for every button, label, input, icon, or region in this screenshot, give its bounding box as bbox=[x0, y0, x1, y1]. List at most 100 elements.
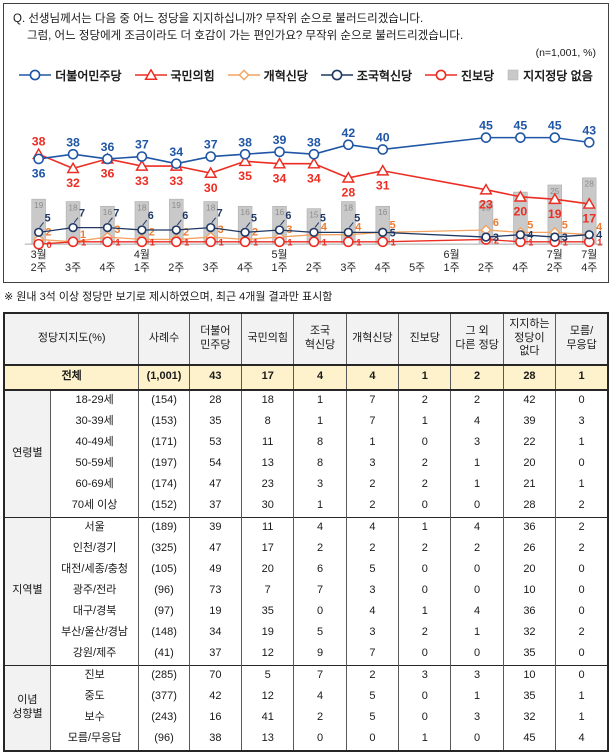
column-header: 지지하는 정당이 없다 bbox=[502, 312, 557, 366]
value-cell: 3 bbox=[450, 664, 504, 687]
value-cell: 4 bbox=[293, 364, 347, 391]
value-cell: 1 bbox=[555, 474, 609, 496]
value-cell: 0 bbox=[555, 453, 609, 475]
value-cell: 2 bbox=[450, 389, 504, 412]
legend-item-5: 지지정당 없음 bbox=[507, 67, 593, 84]
value-cell: 4 bbox=[293, 516, 347, 539]
x-tick-month: 3월 bbox=[31, 247, 47, 260]
value-cell: 1 bbox=[450, 686, 504, 708]
value-cell: 23 bbox=[241, 474, 295, 496]
value-cell: 35 bbox=[502, 643, 557, 665]
sample-size: (96) bbox=[138, 580, 190, 602]
minju-value-label: 37 bbox=[204, 137, 218, 151]
value-cell: 21 bbox=[502, 474, 557, 496]
value-cell: 0 bbox=[398, 686, 452, 708]
table-row: 광주/전라 (96) 73 7 7 3 0 0 10 0 bbox=[4, 580, 609, 602]
jinbo-value-label: 1 bbox=[219, 237, 224, 247]
value-cell: 5 bbox=[345, 559, 400, 581]
value-cell: 53 bbox=[188, 432, 243, 454]
jogug-value-label: 6 bbox=[285, 210, 291, 222]
value-cell: 7 bbox=[345, 389, 400, 412]
diamond-marker-icon bbox=[227, 69, 260, 81]
gaehyeok-value-label: 3 bbox=[114, 224, 120, 236]
row-label: 인천/경기 bbox=[49, 538, 140, 560]
value-cell: 0 bbox=[398, 580, 452, 602]
column-header: 더불어 민주당 bbox=[188, 312, 243, 366]
jogug-value-label: 4 bbox=[527, 229, 533, 241]
bar-label: 19 bbox=[172, 200, 182, 210]
kukmin-value-label: 33 bbox=[135, 173, 149, 187]
sample-size: (171) bbox=[138, 432, 190, 454]
value-cell: 19 bbox=[188, 601, 243, 623]
sample-size: (285) bbox=[138, 664, 190, 687]
table-row: 중도 (377) 42 12 4 5 0 1 35 1 bbox=[4, 686, 609, 708]
legend-item-0: 더불어민주당 bbox=[19, 67, 122, 84]
value-cell: 13 bbox=[241, 728, 295, 751]
column-header: 정당지지도(%) bbox=[3, 312, 140, 366]
question-line-2: 그럼, 어느 정당에게 조금이라도 더 호감이 가는 편인가요? 무작위 순으로… bbox=[27, 30, 464, 43]
jinbo-value-label: 1 bbox=[356, 237, 361, 247]
value-cell: 1 bbox=[345, 432, 400, 454]
value-cell: 0 bbox=[555, 664, 609, 687]
value-cell: 35 bbox=[502, 686, 557, 708]
question-line-1: Q. 선생님께서는 다음 중 어느 정당을 지지하십니까? 무작위 순으로 불러… bbox=[13, 13, 424, 25]
value-cell: 37 bbox=[188, 495, 243, 517]
row-label: 진보 bbox=[49, 664, 140, 687]
column-header: 개혁신당 bbox=[345, 312, 400, 366]
value-cell: 47 bbox=[188, 538, 243, 560]
kukmin-value-label: 31 bbox=[376, 178, 390, 192]
x-tick-week: 1주 bbox=[272, 261, 288, 273]
x-tick-week: 4주 bbox=[375, 261, 391, 273]
value-cell: 28 bbox=[502, 364, 557, 391]
jinbo-value-label: 1 bbox=[391, 237, 396, 247]
kukmin-value-label: 35 bbox=[238, 169, 252, 183]
sample-size: (325) bbox=[138, 538, 190, 560]
row-label: 광주/전라 bbox=[49, 580, 140, 602]
value-cell: 0 bbox=[398, 495, 452, 517]
minju-value-label: 38 bbox=[66, 135, 80, 149]
jogug-value-label: 3 bbox=[493, 232, 499, 244]
x-tick-month: 7월 bbox=[581, 247, 597, 260]
gaehyeok-value-label: 5 bbox=[390, 219, 396, 231]
value-cell: 2 bbox=[555, 622, 609, 644]
row-label: 50-59세 bbox=[49, 453, 140, 475]
value-cell: 3 bbox=[345, 622, 400, 644]
jogug-value-label: 7 bbox=[79, 207, 85, 219]
x-tick-week: 2주 bbox=[31, 261, 47, 273]
gaehyeok-value-label: 3 bbox=[218, 224, 224, 236]
x-tick-week: 4주 bbox=[512, 261, 528, 273]
table-row: 인천/경기 (325) 47 17 2 2 2 2 26 2 bbox=[4, 538, 609, 560]
value-cell: 4 bbox=[450, 601, 504, 623]
jogug-value-label: 3 bbox=[562, 232, 568, 244]
value-cell: 1 bbox=[398, 516, 452, 539]
bar-label: 15 bbox=[309, 209, 319, 219]
circle-marker-icon bbox=[320, 69, 353, 81]
value-cell: 43 bbox=[188, 364, 243, 391]
kukmin-series: 38 32 36 33 33 30 35 34 34 28 31 23 20 19 17 bbox=[32, 134, 596, 225]
sample-size: (96) bbox=[138, 728, 190, 751]
value-cell: 36 bbox=[502, 516, 557, 539]
kukmin-value-label: 20 bbox=[514, 204, 528, 218]
value-cell: 47 bbox=[188, 474, 243, 496]
bar-label: 18 bbox=[481, 202, 491, 212]
legend-label: 국민의힘 bbox=[170, 68, 215, 83]
jogug-value-label: 5 bbox=[251, 212, 257, 224]
value-cell: 1 bbox=[398, 601, 452, 623]
legend-label: 지지정당 없음 bbox=[523, 68, 593, 83]
value-cell: 6 bbox=[293, 559, 347, 581]
bar-label: 25 bbox=[550, 185, 560, 195]
value-cell: 3 bbox=[450, 432, 504, 454]
sample-size: (153) bbox=[138, 411, 190, 433]
value-cell: 5 bbox=[241, 664, 295, 687]
table-header-row: 정당지지도(%) 사례수 더불어 민주당 국민의힘 조국 혁신당 개혁신당 진보당 그 외 다… bbox=[3, 312, 609, 366]
value-cell: 12 bbox=[241, 643, 295, 665]
sample-size: (154) bbox=[138, 389, 190, 412]
value-cell: 34 bbox=[188, 622, 243, 644]
value-cell: 1 bbox=[555, 364, 609, 391]
bar-label: 16 bbox=[103, 207, 113, 217]
bar-label: 16 bbox=[275, 207, 285, 217]
sample-size: (41) bbox=[138, 643, 190, 665]
legend-label: 진보당 bbox=[461, 68, 495, 83]
kukmin-value-label: 19 bbox=[548, 206, 562, 220]
table-row: 연령별 18-29세 (154) 28 18 1 7 2 2 42 0 bbox=[3, 389, 609, 517]
